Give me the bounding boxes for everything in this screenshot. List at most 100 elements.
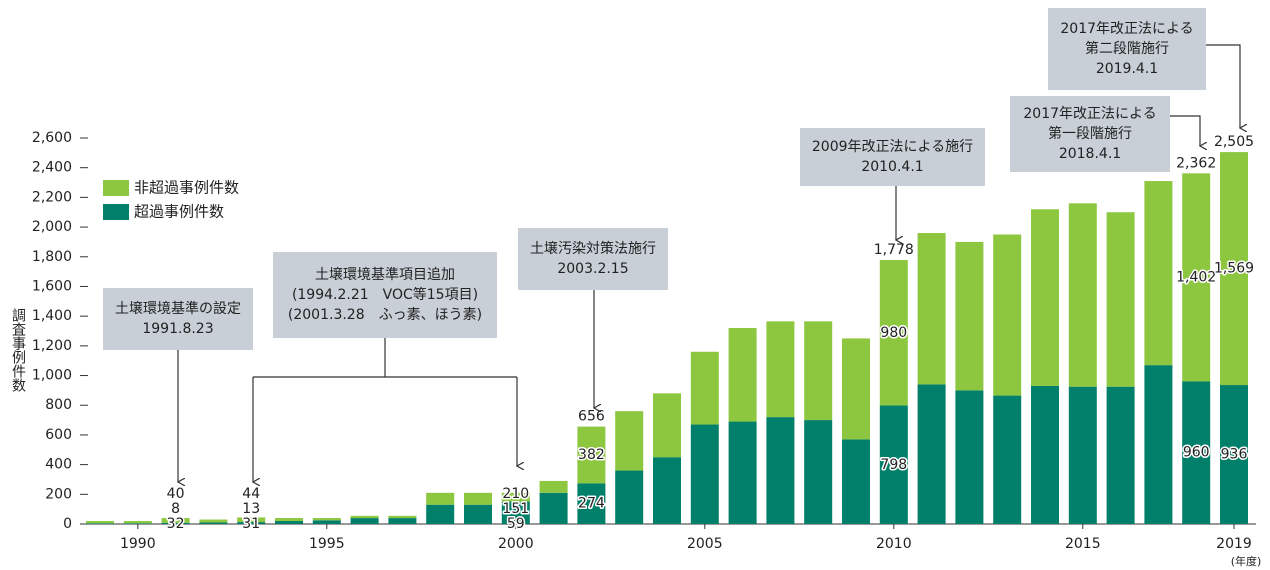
y-tick-label: 2,600 — [32, 130, 72, 146]
annotation-arrow — [1206, 44, 1240, 128]
bar-segment — [804, 321, 833, 421]
bar-segment — [123, 523, 152, 524]
annotation-box — [1010, 96, 1170, 172]
total-label: 40 — [167, 486, 185, 502]
x-tick-label: 2019 — [1216, 536, 1252, 552]
x-tick-label: 1990 — [120, 536, 156, 552]
bar-segment — [728, 421, 757, 524]
bar-segment — [993, 395, 1022, 524]
legend-swatch — [103, 180, 129, 196]
annotation-box — [518, 228, 668, 290]
bar-segment — [275, 521, 303, 524]
annotation-text: 第二段階施行 — [1085, 40, 1169, 57]
bar-segment — [955, 241, 984, 391]
annotation-text: 2010.4.1 — [861, 159, 923, 175]
value-label: 59 — [507, 516, 525, 532]
bar-segment — [1182, 381, 1211, 524]
y-tick-label: 0 — [63, 516, 72, 532]
value-label: 960 — [1183, 445, 1210, 461]
value-label: 936 — [1221, 447, 1248, 463]
value-label: 31 — [242, 516, 260, 532]
annotation-box — [1048, 8, 1206, 90]
annotation-text: (2001.3.28 ふっ素、ほう素) — [288, 307, 482, 323]
bar-segment — [728, 328, 757, 422]
bar-segment — [766, 417, 795, 524]
annotation-text: (1994.2.21 VOC等15項目) — [292, 286, 478, 303]
value-label: 1,569 — [1214, 261, 1254, 277]
bar-segment — [161, 522, 190, 524]
annotation-text: 1991.8.23 — [142, 321, 213, 337]
bar-segment — [312, 518, 341, 521]
bar-segment — [842, 338, 870, 440]
annotation-box — [103, 288, 253, 350]
bar-segment — [766, 321, 795, 418]
value-label: 32 — [167, 516, 185, 532]
bar-segment — [350, 518, 379, 524]
y-axis-label: 調査事例件数 — [10, 308, 26, 392]
annotation-text: 2009年改正法による施行 — [812, 139, 973, 155]
annotation-text: 第一段階施行 — [1048, 125, 1132, 142]
bar-segment — [123, 521, 152, 524]
y-tick-label: 600 — [45, 427, 72, 443]
bar-segment — [388, 515, 417, 519]
bar-segment — [804, 420, 833, 524]
total-label: 2,362 — [1176, 155, 1216, 171]
x-tick-label: 2005 — [687, 536, 723, 552]
bar-segment — [1106, 212, 1135, 387]
bar-segment — [842, 439, 870, 524]
annotation-text: 2018.4.1 — [1059, 146, 1121, 162]
legend-swatch — [103, 204, 129, 220]
y-tick-label: 200 — [45, 486, 72, 502]
bar-segment — [199, 522, 228, 524]
bar-segment — [464, 492, 492, 505]
bar-segment — [917, 233, 946, 385]
bar-segment — [1106, 386, 1135, 524]
bar-segment — [1220, 385, 1248, 524]
y-tick-label: 1,800 — [32, 249, 72, 265]
value-label: 151 — [502, 501, 529, 517]
bar-segment — [1031, 385, 1059, 524]
bar-segment — [993, 234, 1022, 396]
bar-segment — [1144, 181, 1173, 366]
annotation-arrow — [1170, 115, 1200, 146]
bar-segment — [350, 515, 379, 519]
bar-segment — [955, 390, 984, 524]
total-label: 44 — [242, 486, 260, 502]
y-tick-label: 400 — [45, 457, 72, 473]
bar-segment — [275, 518, 303, 522]
bar-segment — [464, 504, 492, 524]
y-tick-label: 2,200 — [32, 189, 72, 205]
bar-segment — [501, 501, 530, 524]
value-label: 274 — [578, 496, 605, 512]
x-tick-label: 1995 — [309, 536, 345, 552]
value-label: 798 — [880, 457, 907, 473]
value-label: 1,402 — [1176, 269, 1216, 285]
bar-segment — [426, 504, 455, 524]
total-label: 1,778 — [874, 242, 914, 258]
bar-segment — [690, 351, 719, 425]
bar-segment — [1220, 152, 1248, 386]
annotation-text: 2019.4.1 — [1096, 61, 1158, 77]
y-tick-label: 1,600 — [32, 278, 72, 294]
bar-segment — [539, 492, 568, 524]
bar-segment — [426, 492, 455, 505]
bar-segment — [879, 405, 908, 524]
bar-segment — [237, 522, 266, 524]
bar-segment — [539, 480, 568, 493]
annotation-text: 2017年改正法による — [1023, 106, 1156, 122]
bar-segment — [86, 521, 114, 524]
bar-segment — [237, 517, 266, 523]
y-tick-label: 1,000 — [32, 368, 72, 384]
bar-segment — [312, 520, 341, 524]
bar-segment — [577, 426, 606, 484]
y-tick-label: 1,200 — [32, 338, 72, 354]
x-unit: (年度) — [1231, 554, 1262, 568]
bar-segment — [161, 518, 190, 523]
y-tick-label: 1,400 — [32, 308, 72, 324]
x-tick-label: 2000 — [498, 536, 534, 552]
x-tick-label: 2010 — [876, 536, 912, 552]
legend-label: 非超過事例件数 — [134, 179, 239, 197]
annotation-text: 土壌環境基準項目追加 — [315, 266, 455, 283]
total-label: 2,505 — [1214, 134, 1254, 150]
